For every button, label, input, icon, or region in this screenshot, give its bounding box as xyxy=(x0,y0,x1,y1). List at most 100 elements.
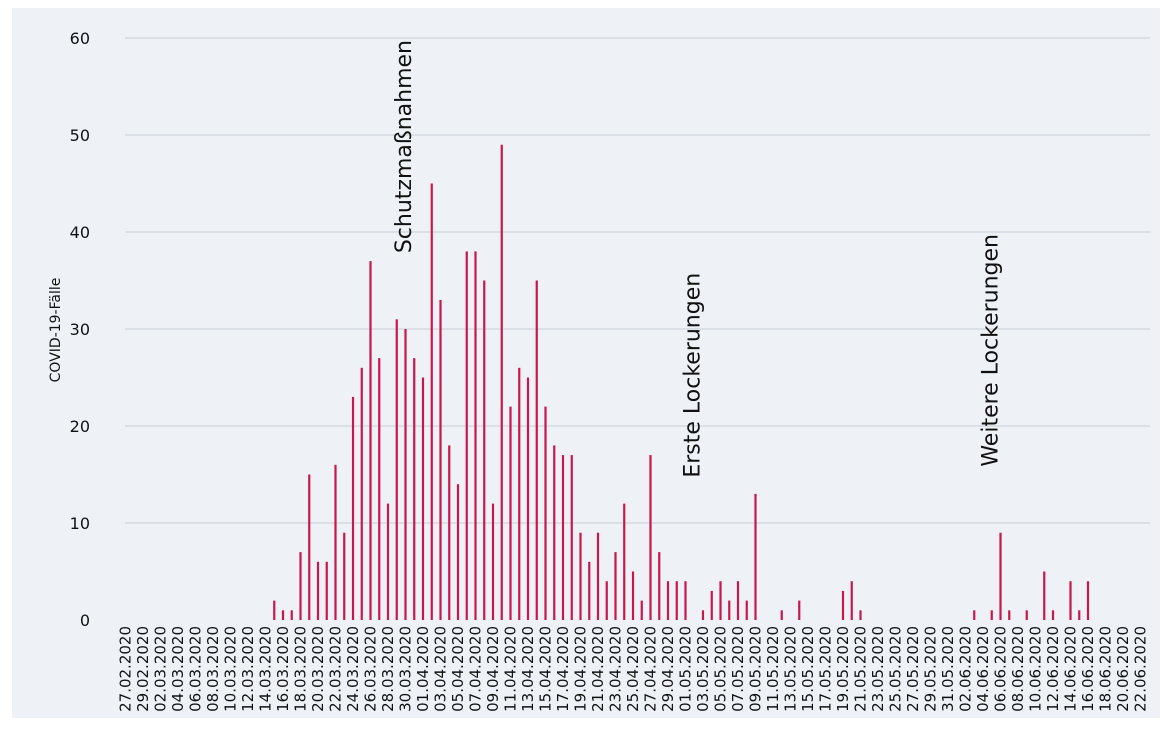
y-tick-label: 50 xyxy=(70,126,90,145)
x-tick-label: 08.03.2020 xyxy=(204,626,222,712)
bar xyxy=(623,503,626,620)
x-tick-label: 12.06.2020 xyxy=(1044,626,1062,712)
x-tick-label: 23.05.2020 xyxy=(869,626,887,712)
x-tick-label: 27.05.2020 xyxy=(904,626,922,712)
x-tick-label: 29.04.2020 xyxy=(659,626,677,712)
y-tick-label: 40 xyxy=(70,223,90,242)
x-tick-label: 23.04.2020 xyxy=(607,626,625,712)
x-tick-label: 13.05.2020 xyxy=(782,626,800,712)
bar xyxy=(1043,571,1046,620)
bar xyxy=(483,280,486,620)
bar xyxy=(631,571,635,620)
bar xyxy=(614,552,617,620)
x-tick-label: 21.04.2020 xyxy=(589,626,607,712)
bar xyxy=(859,610,862,620)
x-tick-label: 25.04.2020 xyxy=(624,626,642,712)
bar xyxy=(658,552,661,620)
bar xyxy=(649,455,652,620)
bar xyxy=(990,610,993,620)
bar xyxy=(273,600,276,620)
x-tick-label: 16.03.2020 xyxy=(274,626,292,712)
x-tick-label: 20.06.2020 xyxy=(1114,626,1132,712)
x-tick-label: 14.06.2020 xyxy=(1062,626,1080,712)
bar xyxy=(745,600,748,620)
x-tick-label: 07.05.2020 xyxy=(729,626,747,712)
x-tick-label: 29.05.2020 xyxy=(922,626,940,712)
bar xyxy=(561,455,565,620)
x-tick-label: 05.05.2020 xyxy=(712,626,730,712)
x-tick-label: 30.03.2020 xyxy=(397,626,415,712)
bar xyxy=(500,144,503,620)
bar xyxy=(474,251,477,620)
bar xyxy=(780,610,783,620)
bar xyxy=(1069,581,1072,620)
chart-panel: 0 10 20 30 40 50 60 27.02.2020 29.02.2020 02.03.… xyxy=(12,8,1160,718)
bar xyxy=(430,183,433,620)
x-tick-label: 25.05.2020 xyxy=(887,626,905,712)
x-tick-label: 06.03.2020 xyxy=(187,626,205,712)
x-tick-label: 14.03.2020 xyxy=(257,626,275,712)
bar xyxy=(579,532,582,620)
x-tick-label: 22.06.2020 xyxy=(1132,626,1150,712)
y-tick-label: 60 xyxy=(70,29,90,48)
x-tick-label: 22.03.2020 xyxy=(327,626,345,712)
bar xyxy=(719,581,722,620)
bar xyxy=(290,610,293,620)
x-tick-label: 16.06.2020 xyxy=(1079,626,1097,712)
x-tick-label: 15.04.2020 xyxy=(537,626,555,712)
bar-chart: 0 10 20 30 40 50 60 27.02.2020 29.02.2020 02.03.… xyxy=(48,29,1150,712)
x-tick-label: 26.03.2020 xyxy=(362,626,380,712)
bar xyxy=(841,590,845,620)
bar xyxy=(281,610,285,620)
bar xyxy=(491,503,495,620)
bar xyxy=(343,532,346,620)
x-tick-label: 18.03.2020 xyxy=(292,626,310,712)
bar xyxy=(588,561,591,620)
bar xyxy=(1086,581,1090,620)
bar xyxy=(675,581,678,620)
x-tick-label: 06.06.2020 xyxy=(992,626,1010,712)
bar xyxy=(570,455,573,620)
x-tick-label: 28.03.2020 xyxy=(379,626,397,712)
bar xyxy=(413,358,416,620)
bar xyxy=(666,581,670,620)
bar xyxy=(701,610,705,620)
x-tick-label: 17.05.2020 xyxy=(817,626,835,712)
bar xyxy=(360,367,363,620)
bar xyxy=(308,474,311,620)
x-tick-label: 15.05.2020 xyxy=(799,626,817,712)
bar xyxy=(439,299,442,620)
bar xyxy=(465,251,468,620)
bar xyxy=(316,561,320,620)
x-tick-label: 11.05.2020 xyxy=(764,626,782,712)
y-tick-label: 20 xyxy=(70,417,90,436)
bar xyxy=(404,329,407,620)
bar xyxy=(798,600,801,620)
bar xyxy=(334,464,337,620)
bar xyxy=(605,581,608,620)
x-tick-label: 27.02.2020 xyxy=(117,626,135,712)
x-tick-label: 12.03.2020 xyxy=(239,626,257,712)
annotation-label: Erste Lockerungen xyxy=(681,273,706,478)
x-tick-label: 09.05.2020 xyxy=(747,626,765,712)
x-tick-label: 18.06.2020 xyxy=(1097,626,1115,712)
x-tick-label: 02.03.2020 xyxy=(152,626,170,712)
bar xyxy=(325,561,328,620)
x-tick-label: 02.06.2020 xyxy=(957,626,975,712)
x-tick-label: 11.04.2020 xyxy=(502,626,520,712)
bar xyxy=(509,406,512,620)
bar xyxy=(386,503,390,620)
bar xyxy=(754,493,757,620)
x-tick-label: 31.05.2020 xyxy=(939,626,957,712)
bar xyxy=(640,600,643,620)
bar xyxy=(850,581,853,620)
bar xyxy=(421,377,425,620)
bar xyxy=(526,377,530,620)
bar xyxy=(1078,610,1081,620)
x-tick-label: 27.04.2020 xyxy=(642,626,660,712)
x-tick-label: 21.05.2020 xyxy=(852,626,870,712)
x-tick-label: 17.04.2020 xyxy=(554,626,572,712)
y-tick-label: 0 xyxy=(80,611,90,630)
bar xyxy=(535,280,538,620)
bar xyxy=(973,610,976,620)
